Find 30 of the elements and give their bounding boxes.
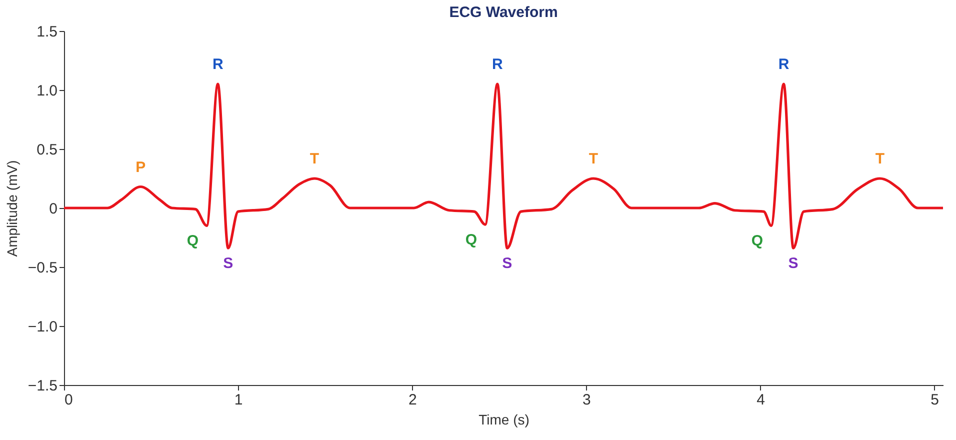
annotation: Q <box>465 232 478 249</box>
annotation: T <box>875 150 884 168</box>
x-tick-label: 1 <box>234 392 243 408</box>
y-tick-label: −0.5 <box>28 260 58 276</box>
line-series <box>62 82 944 250</box>
y-tick-label: 0.5 <box>36 142 58 158</box>
chart-title: ECG Waveform <box>449 4 558 21</box>
annotation: S <box>788 255 798 272</box>
annotation: Q <box>751 232 764 250</box>
y-tick-label: 0 <box>49 200 58 218</box>
x-tick-label: 3 <box>582 392 591 408</box>
x-tick-label: 0 <box>64 392 73 408</box>
annotation: R <box>492 56 503 74</box>
annotation: T <box>310 150 320 168</box>
y-tick-label: 1.5 <box>36 24 58 40</box>
x-tick-label: 5 <box>930 392 939 408</box>
x-axis-title: Time (s) <box>478 412 530 428</box>
x-tick-label: 4 <box>756 392 765 408</box>
annotation: R <box>212 56 224 74</box>
y-axis-title: Amplitude (mV) <box>4 160 20 257</box>
y-tick-label: −1.0 <box>28 318 58 336</box>
annotation: S <box>223 255 234 272</box>
annotation: Q <box>186 232 199 250</box>
annotation: R <box>778 56 790 74</box>
y-tick-label: −1.5 <box>28 378 58 394</box>
annotation: T <box>588 150 598 168</box>
annotation: P <box>136 158 146 176</box>
x-tick-label: 2 <box>408 392 417 408</box>
annotation: S <box>502 255 512 272</box>
y-tick-label: 1.0 <box>36 82 58 100</box>
